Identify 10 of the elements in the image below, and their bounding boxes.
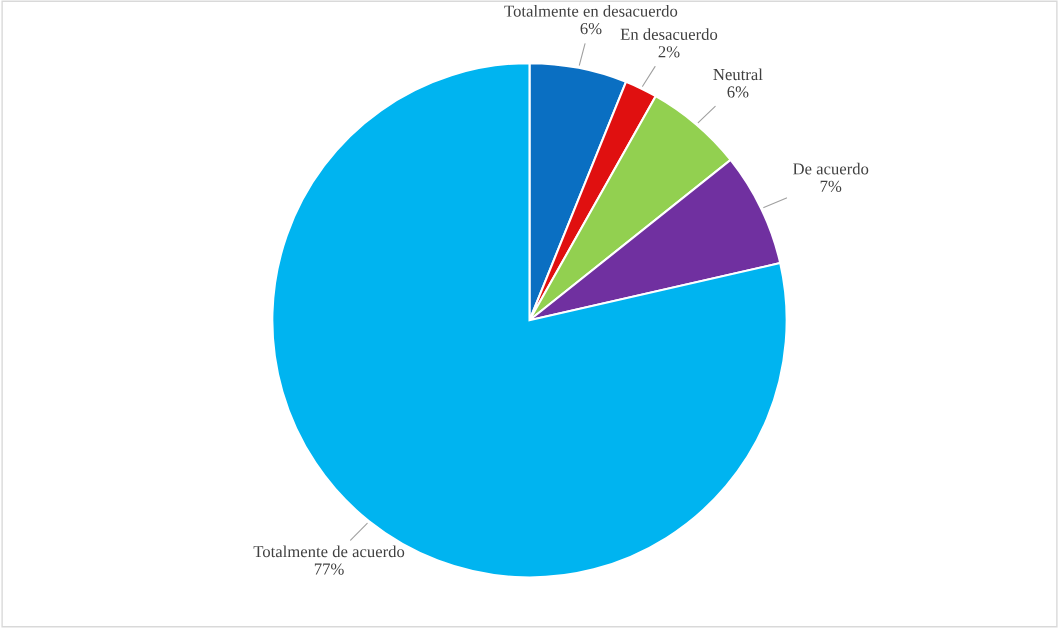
data-label: 6%	[580, 22, 602, 35]
slice-label: Totalmente de acuerdo	[253, 545, 405, 558]
slice-label: Totalmente en desacuerdo	[504, 5, 678, 17]
slice-label: De acuerdo	[793, 162, 869, 175]
data-label: 6%	[727, 86, 749, 98]
data-label: 7%	[820, 180, 842, 192]
data-label: 2%	[658, 46, 680, 58]
slice-label: En desacuerdo	[620, 28, 718, 40]
slice-label: Neutral	[713, 68, 763, 81]
data-label: 77%	[314, 563, 344, 575]
